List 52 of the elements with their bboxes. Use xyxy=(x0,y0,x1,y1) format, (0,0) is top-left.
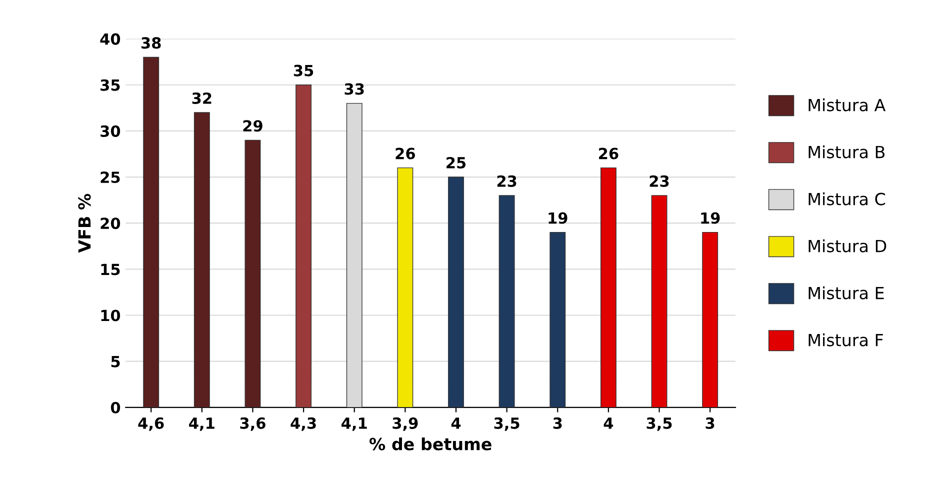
x-tick-label: 3,6 xyxy=(240,417,266,431)
data-label: 19 xyxy=(701,212,720,224)
bar xyxy=(651,195,668,408)
data-label: 35 xyxy=(294,64,314,76)
data-label: 29 xyxy=(243,120,262,132)
x-tick-label: 3,5 xyxy=(646,417,672,431)
x-tick-label: 4 xyxy=(451,418,461,429)
bar xyxy=(296,84,312,408)
bar xyxy=(448,176,464,408)
y-tick-label: 10 xyxy=(101,310,120,322)
data-label: 25 xyxy=(446,156,466,169)
data-label: 38 xyxy=(141,37,161,49)
legend-label: Mistura C xyxy=(808,192,886,206)
legend-label: Mistura F xyxy=(808,333,883,346)
x-tick-label: 4,1 xyxy=(342,418,367,431)
bar xyxy=(244,140,261,408)
x-tick-label: 4,3 xyxy=(290,417,316,431)
x-axis-title: % de betume xyxy=(369,437,492,450)
y-tick-label: 20 xyxy=(100,218,120,230)
legend-label: Mistura E xyxy=(808,286,884,300)
y-tick-label: 0 xyxy=(110,402,120,414)
data-label: 33 xyxy=(344,83,364,95)
x-tick-label: 3,9 xyxy=(392,417,418,431)
y-tick-label: 15 xyxy=(101,264,120,276)
data-label: 23 xyxy=(650,175,669,187)
bar xyxy=(702,232,718,408)
x-tick-label: 3 xyxy=(553,417,562,429)
x-tick-label: 4,6 xyxy=(138,417,164,431)
legend-label: Mistura B xyxy=(808,145,885,158)
data-label: 23 xyxy=(497,175,516,187)
y-tick-label: 35 xyxy=(100,79,120,91)
x-tick-label: 3,5 xyxy=(494,417,520,431)
y-axis-title: VFB % xyxy=(78,194,91,253)
y-tick-label: 5 xyxy=(111,356,120,368)
x-tick-label: 4,1 xyxy=(189,418,214,431)
y-tick-label: 40 xyxy=(100,33,120,45)
y-tick-label: 30 xyxy=(100,125,120,137)
legend-label: Mistura A xyxy=(808,98,886,112)
bar xyxy=(143,56,160,408)
data-label: 32 xyxy=(192,92,212,104)
x-tick-label: 3 xyxy=(706,417,714,429)
legend-label: Mistura D xyxy=(808,239,886,252)
y-tick-label: 25 xyxy=(100,171,120,184)
bar xyxy=(550,232,566,408)
data-label: 19 xyxy=(548,212,568,224)
bar xyxy=(498,195,515,408)
data-label: 26 xyxy=(396,148,415,160)
bar xyxy=(397,167,414,408)
bar xyxy=(194,112,210,408)
x-tick-label: 4 xyxy=(604,418,614,429)
bar xyxy=(600,167,616,408)
data-label: 26 xyxy=(599,148,618,160)
